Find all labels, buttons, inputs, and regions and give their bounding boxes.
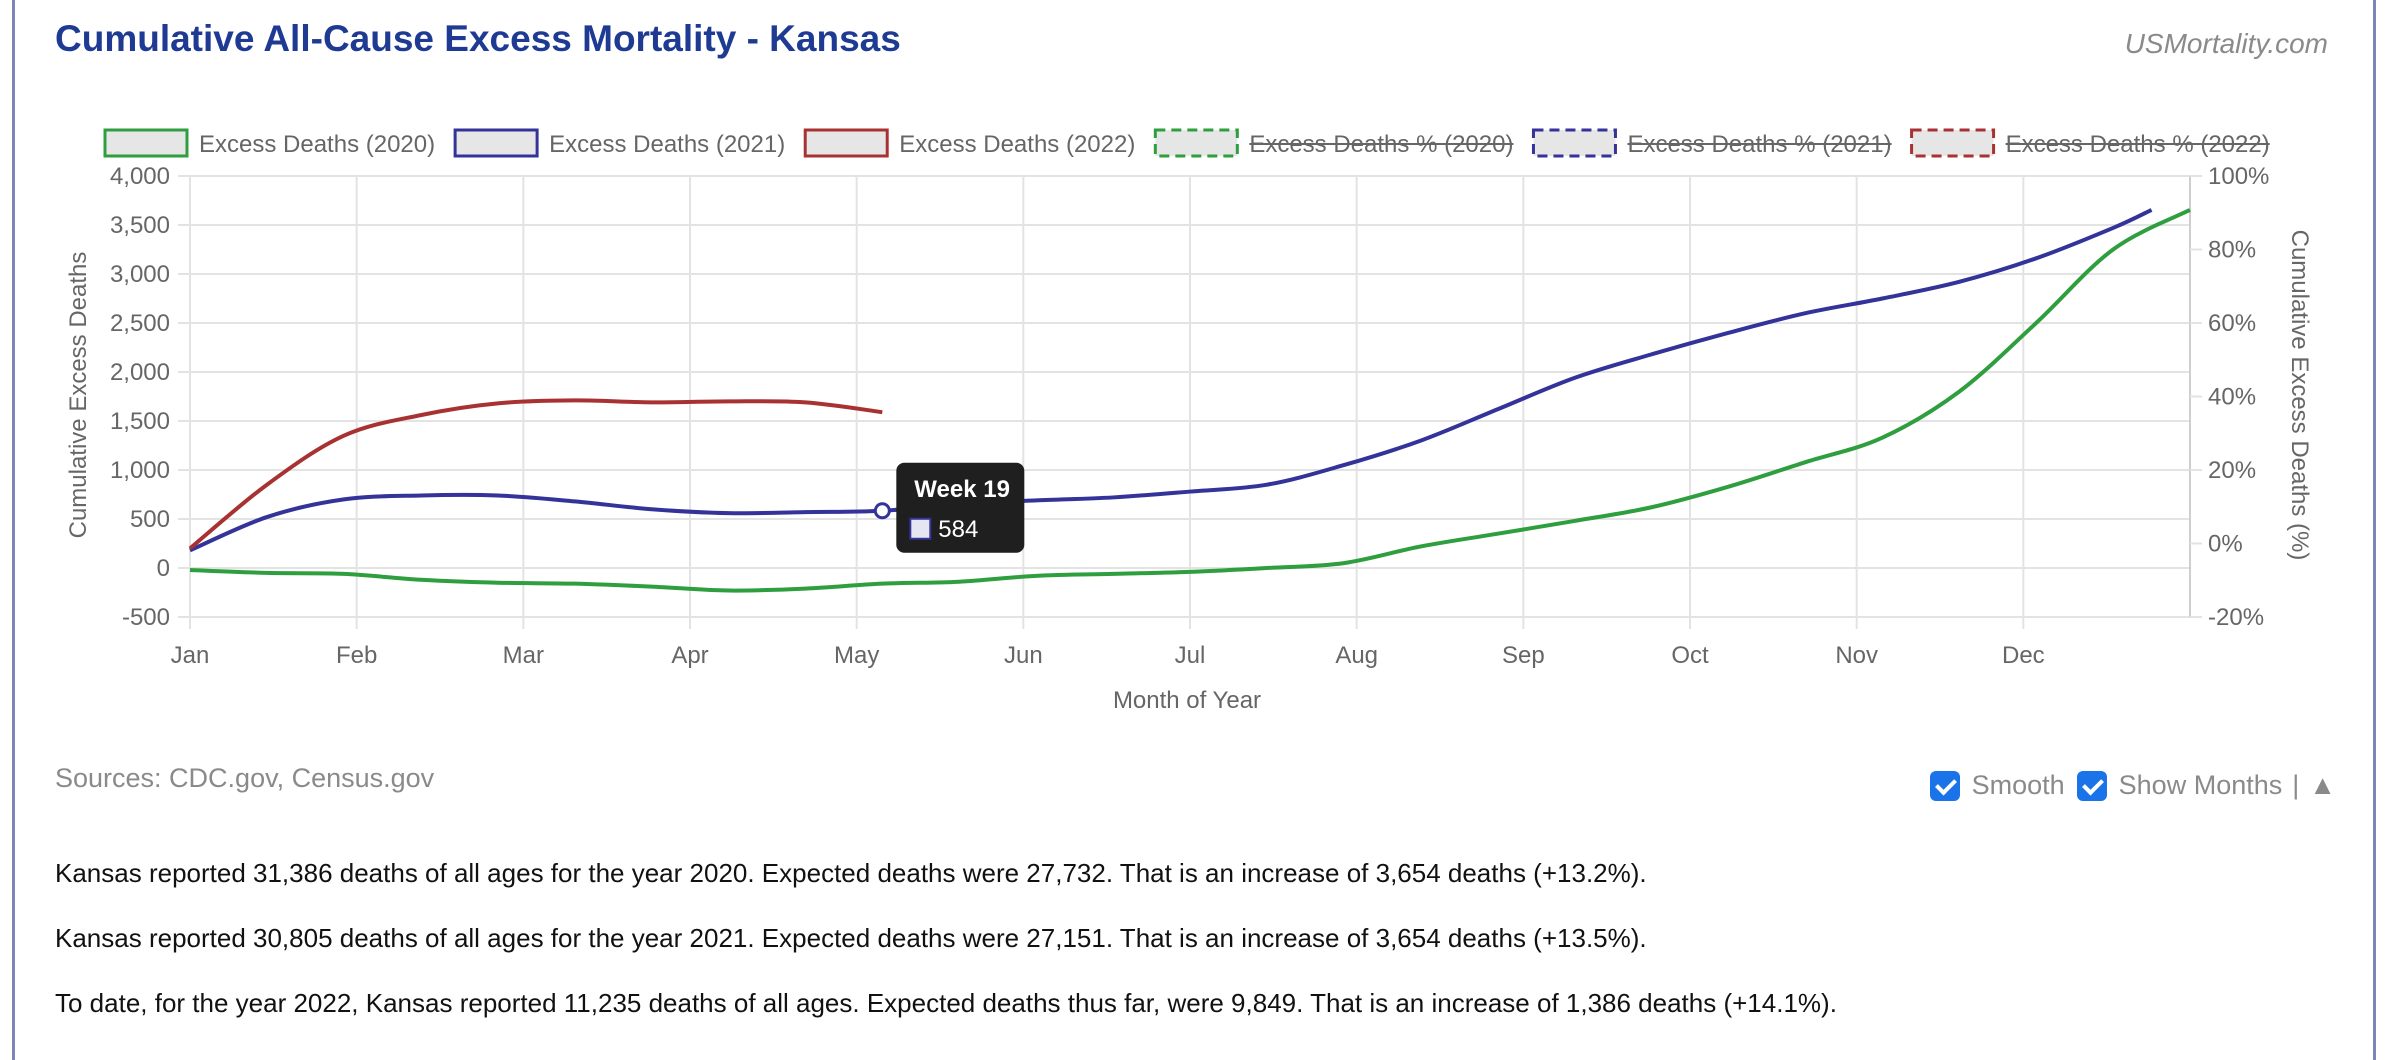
y-tick-label: 4,000 — [110, 163, 170, 190]
tooltip-point-marker — [873, 502, 891, 520]
tooltip: Week 19 584 — [873, 462, 1025, 553]
x-tick-label: Feb — [336, 642, 377, 669]
chart-area: Excess Deaths (2020) Excess Deaths (2021)… — [65, 128, 2313, 714]
summary-2020: Kansas reported 31,386 deaths of all age… — [55, 858, 1647, 888]
x-tick-label: Sep — [1502, 642, 1545, 669]
y-right-tick-label: 80% — [2208, 237, 2256, 264]
x-tick-label: May — [834, 642, 879, 669]
tooltip-title: Week 19 — [914, 476, 1010, 503]
collapse-arrow-icon[interactable]: ▲ — [2309, 770, 2336, 800]
chart-title: Cumulative All-Cause Excess Mortality - … — [55, 18, 901, 59]
y-axis-right-label: Cumulative Excess Deaths (%) — [2286, 230, 2313, 561]
x-tick-label: Jun — [1004, 642, 1043, 669]
x-tick-label: Jan — [171, 642, 210, 669]
y-right-tick-label: 20% — [2208, 457, 2256, 484]
smooth-label: Smooth — [1971, 770, 2065, 800]
legend-item-6[interactable]: Excess Deaths % (2022) — [1910, 128, 2270, 158]
brand-link[interactable]: USMortality.com — [2124, 28, 2328, 59]
chart-card — [12, 0, 2376, 1060]
sources-text: Sources: CDC.gov, Census.gov — [55, 763, 435, 793]
controls-separator: | — [2292, 770, 2300, 800]
y-tick-label: 500 — [130, 506, 170, 533]
y-right-tick-label: 0% — [2208, 531, 2243, 558]
series-line-1[interactable] — [189, 208, 2191, 593]
legend-item-4[interactable]: Excess Deaths % (2020) — [1153, 128, 1514, 158]
y-tick-label: 1,500 — [110, 408, 170, 435]
smooth-toggle[interactable]: Smooth — [1929, 770, 2065, 801]
y-tick-label: 3,500 — [110, 212, 170, 239]
x-axis-label: Month of Year — [1113, 687, 1261, 714]
legend-label: Excess Deaths (2020) — [199, 131, 435, 158]
x-tick-label: Aug — [1335, 642, 1378, 669]
y-right-tick-label: 100% — [2208, 163, 2269, 190]
legend-item-5[interactable]: Excess Deaths % (2021) — [1531, 128, 1892, 158]
x-tick-label: Nov — [1835, 642, 1878, 669]
y-right-tick-label: 40% — [2208, 384, 2256, 411]
legend-swatch — [803, 128, 889, 158]
y-axis-right: -20% 0% 20% 40% 60% 80% 100% — [2190, 163, 2269, 631]
smooth-checkbox[interactable] — [1929, 770, 1960, 801]
show-months-checkbox[interactable] — [2076, 770, 2107, 801]
x-tick-label: Apr — [671, 642, 708, 669]
legend-swatch — [1531, 128, 1617, 158]
tooltip-value: 584 — [938, 516, 978, 543]
y-tick-label: 0 — [157, 555, 170, 582]
legend-swatch — [1910, 128, 1996, 158]
legend-label: Excess Deaths (2022) — [899, 131, 1135, 158]
x-axis: Jan Feb Mar Apr May Jun Jul Aug Sep Oct Nov Dec — [171, 642, 2045, 669]
chart-controls: Smooth Show Months | ▲ — [1918, 770, 2336, 801]
y-tick-label: 1,000 — [110, 457, 170, 484]
legend-swatch — [103, 128, 189, 158]
series-line-2[interactable] — [189, 208, 2153, 553]
show-months-label: Show Months — [2118, 770, 2283, 800]
x-tick-label: Mar — [503, 642, 544, 669]
summary-2021: Kansas reported 30,805 deaths of all age… — [55, 923, 1647, 953]
summary-2022: To date, for the year 2022, Kansas repor… — [55, 988, 1837, 1018]
y-tick-label: 3,000 — [110, 261, 170, 288]
y-tick-label: 2,500 — [110, 310, 170, 337]
legend-item-2[interactable]: Excess Deaths (2021) — [453, 128, 785, 158]
series-line-3[interactable] — [188, 398, 883, 550]
legend-swatch — [1153, 128, 1239, 158]
legend-item-1[interactable]: Excess Deaths (2020) — [103, 128, 435, 158]
grid — [178, 175, 2191, 629]
y-right-tick-label: 60% — [2208, 310, 2256, 337]
y-right-tick-label: -20% — [2208, 604, 2264, 631]
series — [188, 208, 2191, 593]
x-tick-label: Dec — [2002, 642, 2045, 669]
x-tick-label: Oct — [1671, 642, 1709, 669]
y-tick-label: -500 — [122, 604, 170, 631]
legend-swatch — [453, 128, 539, 158]
x-tick-label: Jul — [1175, 642, 1206, 669]
show-months-toggle[interactable]: Show Months — [2076, 770, 2283, 801]
y-axis-left: -500 0 500 1,000 1,500 2,000 2,500 3,000 3,500 4,… — [110, 163, 170, 631]
tooltip-swatch — [909, 517, 932, 540]
legend-label: Excess Deaths (2021) — [549, 131, 785, 158]
y-axis-label: Cumulative Excess Deaths — [65, 252, 92, 539]
legend-item-3[interactable]: Excess Deaths (2022) — [803, 128, 1135, 158]
y-tick-label: 2,000 — [110, 359, 170, 386]
legend: Excess Deaths (2020) Excess Deaths (2021)… — [103, 128, 2270, 158]
